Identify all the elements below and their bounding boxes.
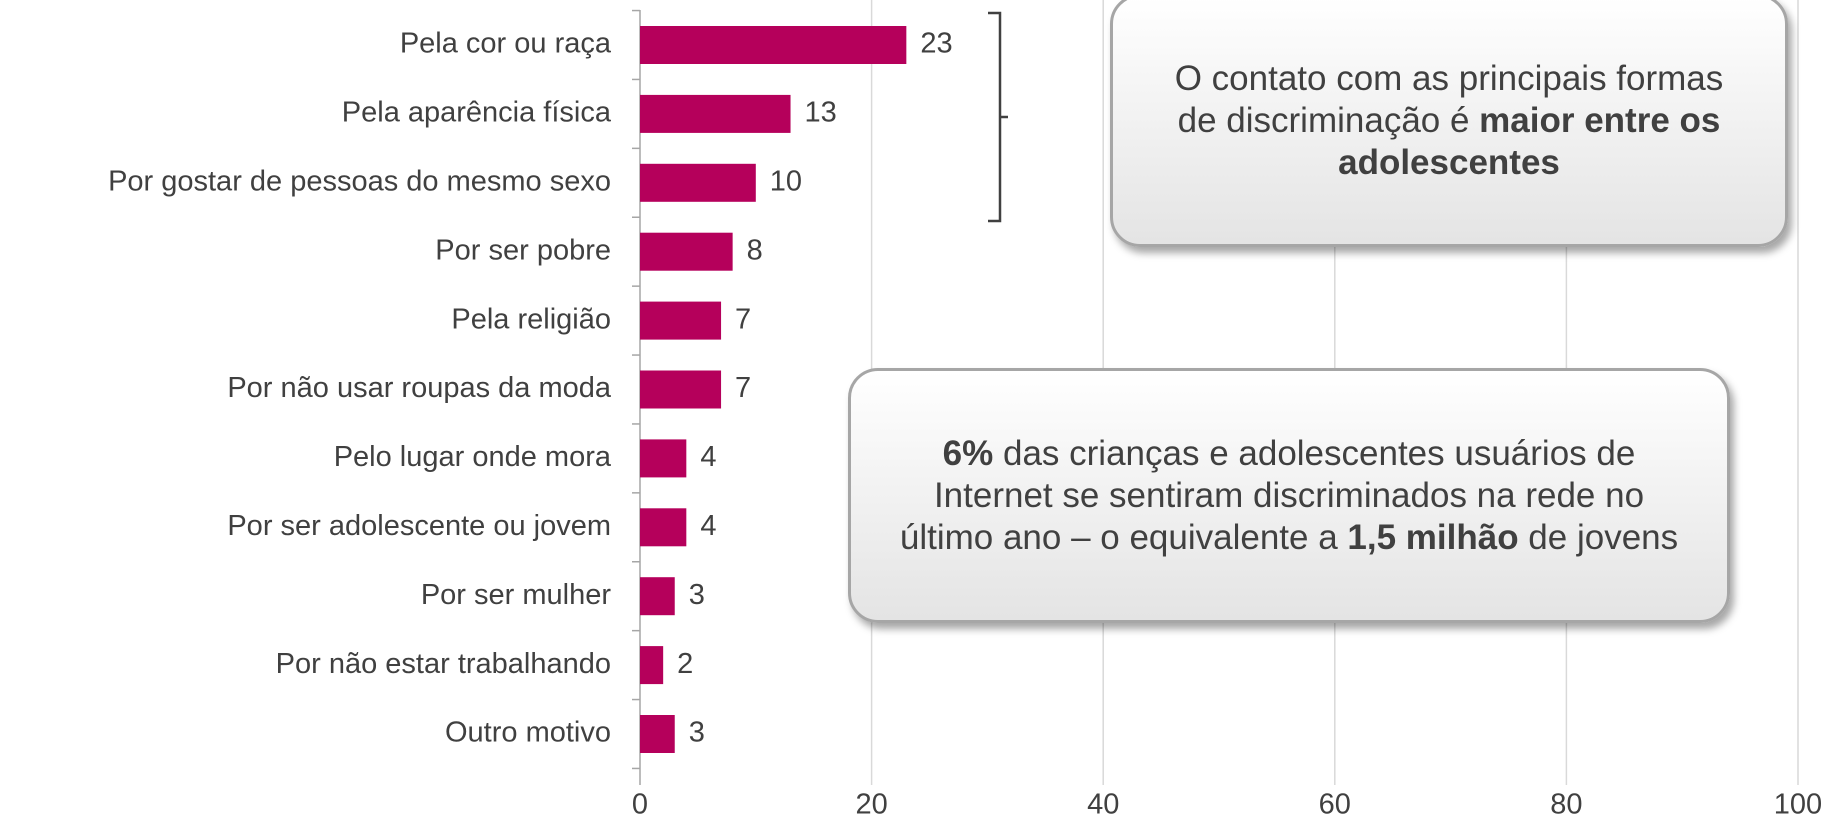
value-label: 3 <box>689 579 705 611</box>
category-label: Pela religião <box>451 303 611 335</box>
annotation-text: 6% das crianças e adolescentes usuários … <box>891 433 1687 559</box>
x-tick-label: 0 <box>632 789 648 820</box>
bar <box>640 715 675 753</box>
bar <box>640 577 675 616</box>
bar <box>640 94 791 133</box>
value-label: 23 <box>920 28 952 60</box>
category-label: Por não usar roupas da moda <box>227 372 612 404</box>
annotation-segment: 6% <box>942 433 994 473</box>
x-tick-label: 60 <box>1319 789 1351 820</box>
annotation-segment: maior entre os adolescentes <box>1338 100 1731 182</box>
x-tick-label: 40 <box>1087 789 1119 820</box>
value-label: 13 <box>805 97 837 129</box>
category-label: Pelo lugar onde mora <box>334 441 612 473</box>
bar <box>640 370 722 409</box>
bar <box>640 301 722 340</box>
bar <box>640 232 733 271</box>
category-label: Por ser pobre <box>435 234 611 266</box>
bar <box>640 439 687 478</box>
value-label: 8 <box>747 234 763 266</box>
category-label: Pela aparência física <box>342 97 612 129</box>
x-tick-label: 20 <box>855 789 887 820</box>
value-label: 7 <box>735 303 751 335</box>
category-label: Pela cor ou raça <box>400 28 612 60</box>
category-label: Por ser adolescente ou jovem <box>227 510 611 542</box>
category-label: Por não estar trabalhando <box>276 648 611 680</box>
value-label: 3 <box>689 717 705 749</box>
annotation-segment: de jovens <box>1518 517 1679 557</box>
x-tick-label: 80 <box>1550 789 1582 820</box>
category-label: Por gostar de pessoas do mesmo sexo <box>108 165 611 197</box>
bar <box>640 26 907 64</box>
category-label: Por ser mulher <box>421 579 612 611</box>
bar <box>640 646 664 685</box>
annotation-box: 6% das crianças e adolescentes usuários … <box>848 368 1730 623</box>
annotation-text: O contato com as principais formas de di… <box>1153 58 1745 184</box>
value-label: 2 <box>677 648 693 680</box>
annotation-segment: 1,5 milhão <box>1347 517 1519 557</box>
category-label: Outro motivo <box>445 717 611 749</box>
bar <box>640 163 756 202</box>
bar <box>640 508 687 547</box>
value-label: 4 <box>700 441 716 473</box>
bracket <box>988 11 1008 223</box>
annotation-segment: das crianças e adolescentes usuários de … <box>899 433 1654 557</box>
x-tick-label: 100 <box>1774 789 1822 820</box>
value-label: 10 <box>770 165 802 197</box>
value-label: 7 <box>735 372 751 404</box>
annotation-segment: O contato com as principais formas de di… <box>1174 58 1734 140</box>
annotation-box: O contato com as principais formas de di… <box>1110 0 1788 247</box>
value-label: 4 <box>700 510 716 542</box>
